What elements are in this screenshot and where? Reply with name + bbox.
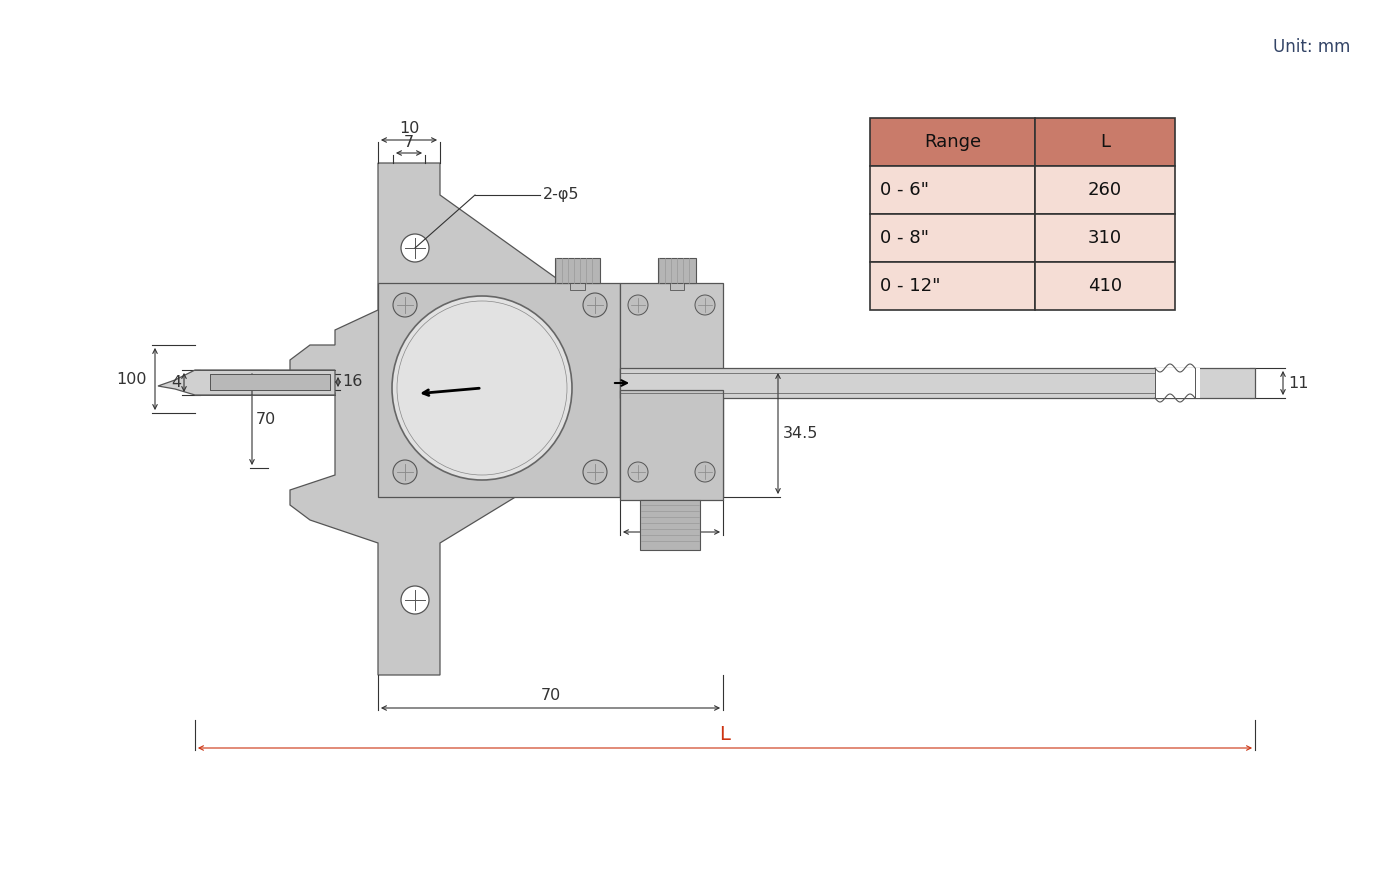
Text: 2-φ5: 2-φ5 xyxy=(542,188,580,203)
Circle shape xyxy=(393,460,417,484)
Text: 100: 100 xyxy=(117,372,147,387)
Bar xyxy=(209,374,330,390)
Bar xyxy=(379,283,620,497)
Circle shape xyxy=(401,234,429,262)
Bar xyxy=(1035,118,1175,166)
Bar xyxy=(670,280,684,290)
Bar xyxy=(1155,368,1200,398)
Text: 70: 70 xyxy=(541,688,560,703)
Circle shape xyxy=(401,586,429,614)
Bar xyxy=(209,374,330,390)
Bar xyxy=(1035,214,1175,262)
Bar xyxy=(1196,368,1255,398)
Text: 7: 7 xyxy=(404,135,415,150)
Text: 4: 4 xyxy=(171,375,180,390)
Circle shape xyxy=(628,462,648,482)
Bar xyxy=(870,262,1035,310)
Bar xyxy=(555,258,601,283)
Circle shape xyxy=(583,460,608,484)
Text: 0 - 12": 0 - 12" xyxy=(879,277,940,295)
Text: 260: 260 xyxy=(1087,181,1122,199)
Bar xyxy=(1035,262,1175,310)
Bar xyxy=(639,500,700,550)
Text: 0 - 6": 0 - 6" xyxy=(879,181,929,199)
Bar xyxy=(657,258,696,283)
Circle shape xyxy=(583,293,608,317)
Bar xyxy=(870,166,1035,214)
Text: 10: 10 xyxy=(399,121,419,136)
Text: 20: 20 xyxy=(662,513,681,528)
Circle shape xyxy=(695,295,716,315)
Text: 0 - 8": 0 - 8" xyxy=(879,229,929,247)
Bar xyxy=(620,390,723,500)
Text: Range: Range xyxy=(924,133,981,151)
Polygon shape xyxy=(158,370,336,395)
Bar xyxy=(570,280,585,290)
Text: L: L xyxy=(1100,133,1110,151)
Circle shape xyxy=(393,293,417,317)
Bar xyxy=(870,118,1035,166)
Text: Unit: mm: Unit: mm xyxy=(1273,38,1350,56)
Bar xyxy=(870,214,1035,262)
Bar xyxy=(1035,166,1175,214)
Ellipse shape xyxy=(393,296,571,480)
Circle shape xyxy=(695,462,716,482)
Text: 70: 70 xyxy=(257,412,276,427)
Text: 11: 11 xyxy=(1289,375,1308,390)
Bar xyxy=(620,283,723,497)
Text: 310: 310 xyxy=(1087,229,1122,247)
Text: 16: 16 xyxy=(343,374,362,389)
Text: 34.5: 34.5 xyxy=(784,426,818,441)
Text: 410: 410 xyxy=(1087,277,1122,295)
Polygon shape xyxy=(290,163,563,675)
Bar xyxy=(620,368,1196,398)
Circle shape xyxy=(628,295,648,315)
Text: L: L xyxy=(720,725,731,744)
